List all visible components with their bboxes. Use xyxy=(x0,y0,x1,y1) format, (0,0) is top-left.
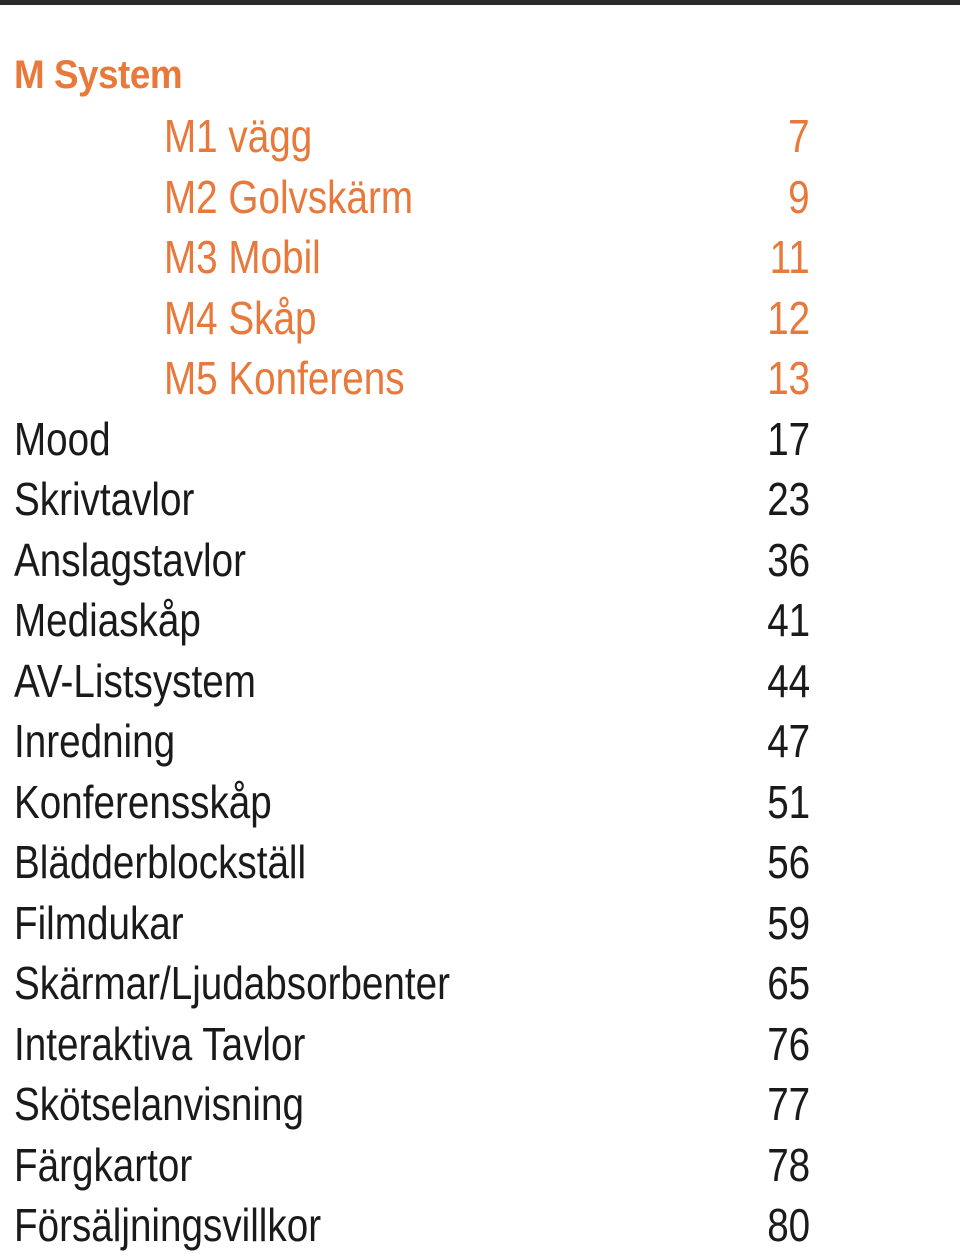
toc-entry-interaktiva-tavlor[interactable]: Interaktiva Tavlor 76 xyxy=(0,1014,960,1075)
section-title: M System xyxy=(14,53,183,97)
top-divider xyxy=(0,0,960,5)
toc-entry-page: 56 xyxy=(767,836,810,888)
toc-entry-label: M3 Mobil xyxy=(164,231,321,283)
toc-entry-page: 36 xyxy=(767,533,810,586)
toc-entry-page: 59 xyxy=(767,896,810,949)
toc-entry-page: 77 xyxy=(767,1078,810,1130)
toc-entry-page: 17 xyxy=(767,412,810,465)
toc-entry-label: M5 Konferens xyxy=(164,352,405,404)
toc-entry-page: 13 xyxy=(767,352,810,404)
toc-entry-label: Anslagstavlor xyxy=(14,533,246,586)
toc-entry-label: Inredning xyxy=(14,715,176,767)
toc-entry-label: Skärmar/Ljudabsorbenter xyxy=(14,957,451,1009)
toc-entry-page: 41 xyxy=(767,594,810,646)
toc-entry-page: 12 xyxy=(767,291,810,344)
toc-entry-label: Försäljningsvillkor xyxy=(14,1199,322,1251)
toc-entry-page: 23 xyxy=(767,473,810,525)
toc-entry-label: Färgkartor xyxy=(14,1138,193,1191)
toc-entry-skotselanvisning[interactable]: Skötselanvisning 77 xyxy=(0,1074,960,1135)
toc-entry-label: M1 vägg xyxy=(164,110,313,162)
toc-entry-m1-vagg[interactable]: M1 vägg 7 xyxy=(0,106,960,167)
toc-entry-page: 51 xyxy=(767,775,810,828)
toc-entry-fargkartor[interactable]: Färgkartor 78 xyxy=(0,1135,960,1196)
toc-entry-mediaskap[interactable]: Mediaskåp 41 xyxy=(0,590,960,651)
toc-entry-label: Interaktiva Tavlor xyxy=(14,1017,306,1070)
toc-entry-page: 9 xyxy=(788,170,810,223)
toc-entry-page: 44 xyxy=(767,654,810,707)
toc-entry-label: AV-Listsystem xyxy=(14,654,256,707)
toc-entry-label: M2 Golvskärm xyxy=(164,170,414,223)
toc-entry-page: 76 xyxy=(767,1017,810,1070)
toc-entry-inredning[interactable]: Inredning 47 xyxy=(0,711,960,772)
toc-entry-label: Skötselanvisning xyxy=(14,1078,304,1130)
toc-entry-page: 11 xyxy=(769,231,810,283)
table-of-contents: M1 vägg 7 M2 Golvskärm 9 M3 Mobil 11 M4 … xyxy=(0,106,960,1256)
toc-entry-mood[interactable]: Mood 17 xyxy=(0,409,960,470)
toc-entry-m3-mobil[interactable]: M3 Mobil 11 xyxy=(0,227,960,288)
toc-entry-label: Mediaskåp xyxy=(14,594,201,646)
toc-entry-label: Filmdukar xyxy=(14,896,184,949)
toc-entry-m2-golvskarm[interactable]: M2 Golvskärm 9 xyxy=(0,167,960,228)
toc-entry-bladderblockstall[interactable]: Blädderblockställ 56 xyxy=(0,832,960,893)
toc-entry-page: 7 xyxy=(788,110,810,162)
toc-entry-skrivtavlor[interactable]: Skrivtavlor 23 xyxy=(0,469,960,530)
toc-entry-label: Skrivtavlor xyxy=(14,473,195,525)
toc-entry-forsaljningsvillkor[interactable]: Försäljningsvillkor 80 xyxy=(0,1195,960,1256)
toc-entry-label: Konferensskåp xyxy=(14,775,272,828)
toc-entry-av-listsystem[interactable]: AV-Listsystem 44 xyxy=(0,651,960,712)
toc-entry-anslagstavlor[interactable]: Anslagstavlor 36 xyxy=(0,530,960,591)
toc-entry-skarmar-ljudabsorbenter[interactable]: Skärmar/Ljudabsorbenter 65 xyxy=(0,953,960,1014)
toc-entry-page: 78 xyxy=(767,1138,810,1191)
toc-entry-label: M4 Skåp xyxy=(164,291,317,344)
toc-entry-label: Blädderblockställ xyxy=(14,836,307,888)
toc-entry-filmdukar[interactable]: Filmdukar 59 xyxy=(0,893,960,954)
toc-entry-label: Mood xyxy=(14,412,111,465)
toc-entry-konferensskap[interactable]: Konferensskåp 51 xyxy=(0,772,960,833)
toc-entry-m4-skap[interactable]: M4 Skåp 12 xyxy=(0,288,960,349)
toc-entry-m5-konferens[interactable]: M5 Konferens 13 xyxy=(0,348,960,409)
toc-entry-page: 80 xyxy=(767,1199,810,1251)
toc-entry-page: 47 xyxy=(767,715,810,767)
toc-entry-page: 65 xyxy=(767,957,810,1009)
